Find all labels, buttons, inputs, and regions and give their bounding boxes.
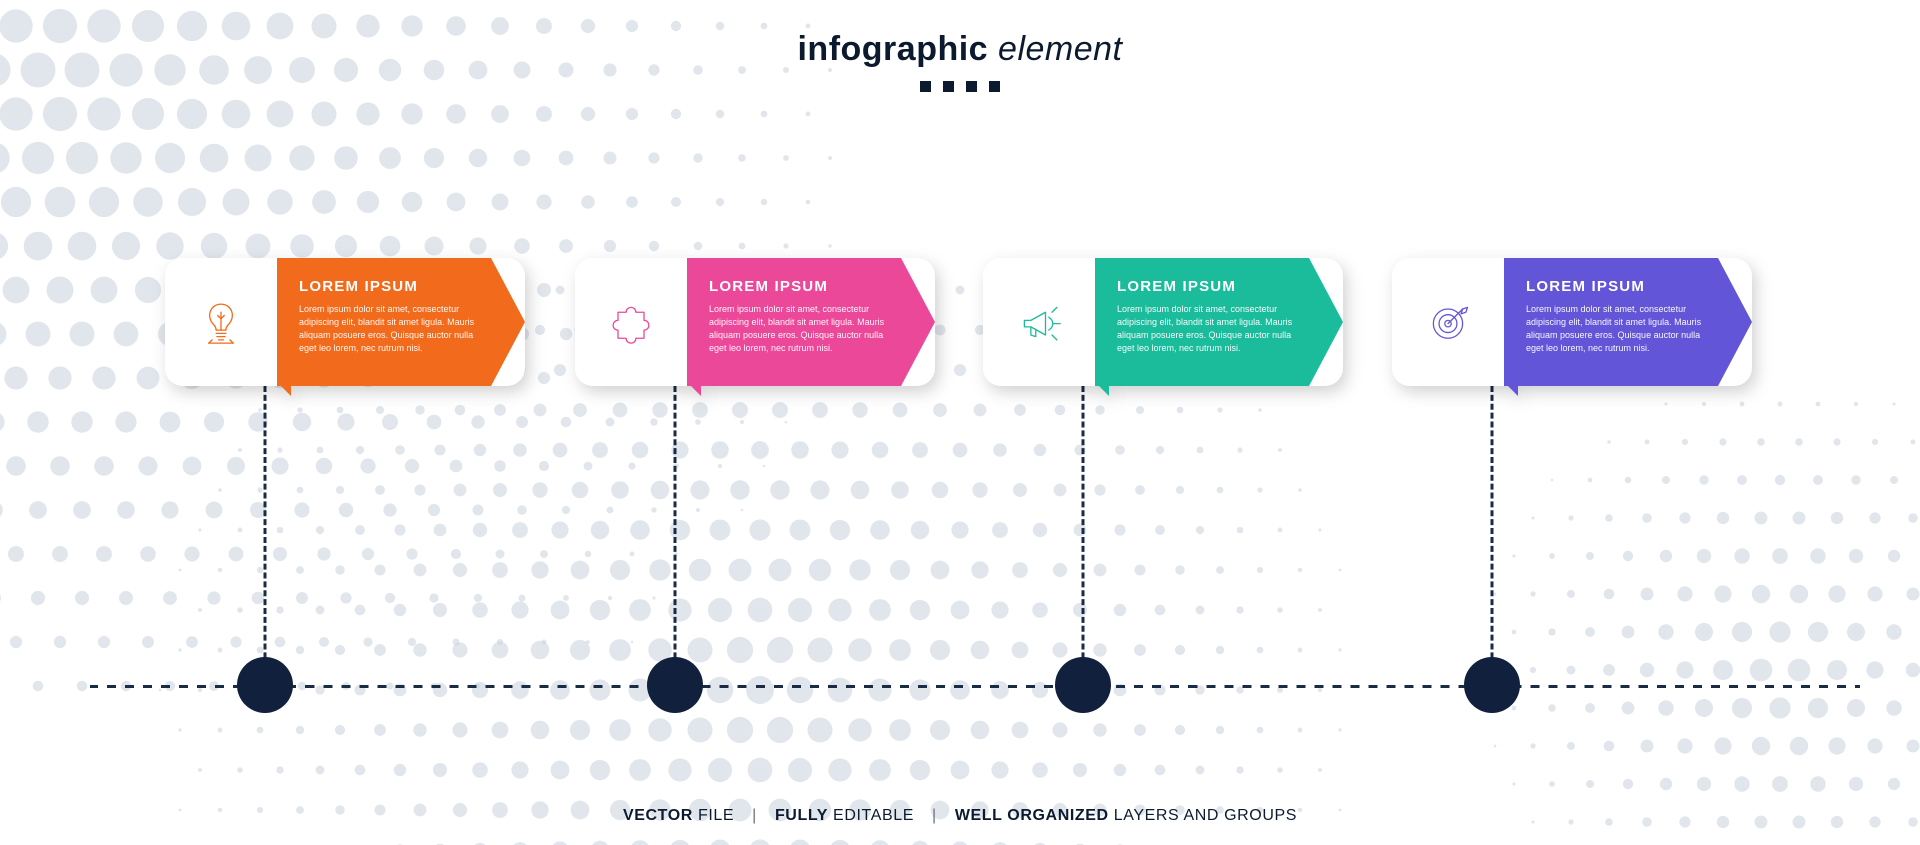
footer-text: FILE	[693, 807, 734, 824]
step-tail	[277, 382, 291, 396]
timeline-axis	[90, 685, 1860, 688]
step-card: LOREM IPSUM Lorem ipsum dolor sit amet, c…	[575, 258, 935, 386]
step-title: LOREM IPSUM	[1526, 278, 1716, 295]
page-footer: VECTOR FILE | FULLY EDITABLE | WELL ORGANIZE…	[0, 807, 1920, 825]
step-color-panel: LOREM IPSUM Lorem ipsum dolor sit amet, c…	[1095, 258, 1343, 386]
megaphone-icon	[983, 258, 1095, 386]
timeline-dot	[1464, 657, 1520, 713]
step-color-panel: LOREM IPSUM Lorem ipsum dolor sit amet, c…	[1504, 258, 1752, 386]
step-title: LOREM IPSUM	[299, 278, 489, 295]
step-card: LOREM IPSUM Lorem ipsum dolor sit amet, c…	[1392, 258, 1752, 386]
step-body: Lorem ipsum dolor sit amet, consectetur …	[1526, 303, 1716, 355]
footer-strong: WELL ORGANIZED	[955, 807, 1109, 824]
step-title: LOREM IPSUM	[709, 278, 899, 295]
step-card: LOREM IPSUM Lorem ipsum dolor sit amet, c…	[165, 258, 525, 386]
lightbulb-icon	[165, 258, 277, 386]
step-tail	[1504, 382, 1518, 396]
timeline-dot	[1055, 657, 1111, 713]
step-body: Lorem ipsum dolor sit amet, consectetur …	[709, 303, 899, 355]
step-body: Lorem ipsum dolor sit amet, consectetur …	[1117, 303, 1307, 355]
timeline-connector	[1082, 386, 1085, 685]
timeline-connector	[1491, 386, 1494, 685]
target-icon	[1392, 258, 1504, 386]
step-color-panel: LOREM IPSUM Lorem ipsum dolor sit amet, c…	[687, 258, 935, 386]
step-body: Lorem ipsum dolor sit amet, consectetur …	[299, 303, 489, 355]
footer-text: LAYERS AND GROUPS	[1109, 807, 1297, 824]
footer-strong: VECTOR	[623, 807, 693, 824]
footer-separator: |	[932, 807, 937, 824]
timeline-dot	[647, 657, 703, 713]
footer-strong: FULLY	[775, 807, 828, 824]
footer-text: EDITABLE	[828, 807, 914, 824]
timeline-dot	[237, 657, 293, 713]
step-tail	[1095, 382, 1109, 396]
puzzle-icon	[575, 258, 687, 386]
step-tail	[687, 382, 701, 396]
timeline-stage: LOREM IPSUM Lorem ipsum dolor sit amet, c…	[0, 0, 1920, 845]
timeline-connector	[674, 386, 677, 685]
footer-separator: |	[752, 807, 757, 824]
step-card: LOREM IPSUM Lorem ipsum dolor sit amet, c…	[983, 258, 1343, 386]
step-color-panel: LOREM IPSUM Lorem ipsum dolor sit amet, c…	[277, 258, 525, 386]
step-title: LOREM IPSUM	[1117, 278, 1307, 295]
timeline-connector	[264, 386, 267, 685]
